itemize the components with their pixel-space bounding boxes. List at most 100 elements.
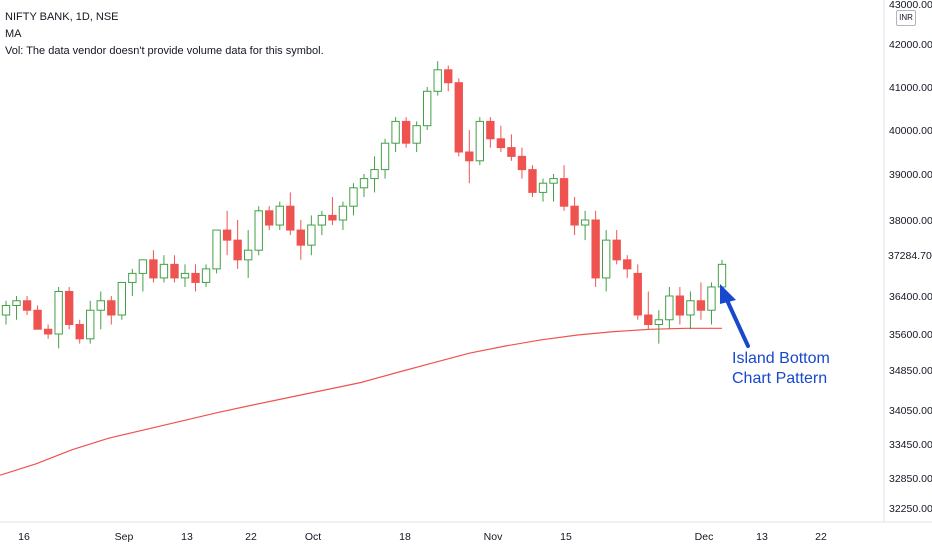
x-tick-label: Dec xyxy=(695,531,714,543)
candle-up xyxy=(275,201,284,231)
candle-body xyxy=(707,286,716,311)
candle-down xyxy=(454,78,463,157)
candle-body xyxy=(201,268,211,283)
candle-up xyxy=(654,310,664,344)
x-tick-label: 18 xyxy=(399,531,411,543)
candle-body xyxy=(212,229,221,270)
candle-up xyxy=(412,121,421,152)
candle-down xyxy=(22,296,32,315)
candle-body xyxy=(591,219,600,279)
x-tick-label: Sep xyxy=(115,531,134,543)
candle-up xyxy=(380,138,390,179)
x-tick-label: Oct xyxy=(305,531,321,543)
candle-body xyxy=(307,224,316,246)
candle-body xyxy=(12,300,21,306)
candle-down xyxy=(265,206,274,231)
candle-down xyxy=(528,165,537,197)
candle-down xyxy=(43,324,53,339)
candle-down xyxy=(222,210,232,256)
candle-up xyxy=(159,255,169,283)
candle-body xyxy=(665,295,674,321)
candle-body xyxy=(496,138,506,149)
candle-body xyxy=(412,125,421,144)
chart-legend: NIFTY BANK, 1D, NSE MA Vol: The data ven… xyxy=(5,9,324,60)
candle-body xyxy=(717,263,727,288)
candle-body xyxy=(54,290,63,335)
candle-body xyxy=(117,281,127,316)
candle-body xyxy=(380,142,390,171)
candle-down xyxy=(170,255,179,283)
legend-ma: MA xyxy=(5,28,22,40)
candle-body xyxy=(696,300,706,311)
candle-body xyxy=(675,295,685,316)
candle-body xyxy=(180,272,190,279)
candle-down xyxy=(465,130,474,184)
candle-body xyxy=(433,69,442,92)
candle-body xyxy=(444,69,453,84)
candle-body xyxy=(265,210,274,226)
candle-body xyxy=(422,90,432,127)
candle-body xyxy=(33,309,42,330)
candle-down xyxy=(612,230,621,265)
y-tick-label: 40000.00 xyxy=(889,125,932,137)
candle-up xyxy=(1,300,11,325)
y-tick-label: 34850.00 xyxy=(889,365,932,377)
y-tick-label: 42000.00 xyxy=(889,39,932,51)
candle-down xyxy=(149,250,158,283)
candle-body xyxy=(349,187,358,207)
last-price-label: 37284.70 xyxy=(886,248,932,264)
candle-up xyxy=(180,264,190,287)
x-tick-label: 15 xyxy=(560,531,572,543)
candle-body xyxy=(128,272,137,283)
candle-down xyxy=(107,296,116,325)
candle-down xyxy=(64,286,74,330)
candle-body xyxy=(475,120,485,162)
y-tick-label: 32850.00 xyxy=(889,473,932,485)
candle-body xyxy=(107,300,116,316)
candle-body xyxy=(170,263,179,279)
candle-body xyxy=(328,214,337,221)
x-tick-label: Nov xyxy=(484,531,503,543)
candle-body xyxy=(1,305,11,316)
y-tick-label: 32250.00 xyxy=(889,503,932,515)
candle-up xyxy=(243,230,253,278)
candle-body xyxy=(138,259,148,274)
candle-body xyxy=(222,229,232,241)
candle-up xyxy=(96,291,105,330)
candle-down xyxy=(496,125,506,152)
candle-body xyxy=(559,178,569,207)
candle-up xyxy=(54,286,63,349)
candle-body xyxy=(149,259,158,279)
candle-up xyxy=(580,210,590,241)
candle-up xyxy=(475,117,485,166)
candle-down xyxy=(401,117,411,148)
candle-down xyxy=(286,192,295,236)
candle-down xyxy=(444,65,453,92)
candle-down xyxy=(191,264,200,292)
candle-body xyxy=(391,120,400,144)
candle-down xyxy=(233,220,242,269)
candle-up xyxy=(12,296,21,320)
candle-down xyxy=(507,134,516,161)
candle-down xyxy=(75,319,84,344)
annotation-arrow xyxy=(720,284,750,348)
candle-body xyxy=(580,219,590,226)
candle-body xyxy=(486,120,495,140)
candle-body xyxy=(96,300,105,311)
y-tick-label: 33450.00 xyxy=(889,439,932,451)
arrow-head xyxy=(720,284,736,304)
x-tick-label: 22 xyxy=(245,531,257,543)
candle-body xyxy=(338,205,348,221)
candle-body xyxy=(22,300,32,311)
currency-badge[interactable]: INR xyxy=(896,10,916,26)
candle-body xyxy=(538,182,548,193)
candle-down xyxy=(623,255,632,278)
annotation-line1: Island Bottom xyxy=(732,350,830,367)
candle-up xyxy=(601,230,611,292)
candle-body xyxy=(359,178,369,189)
candle-up xyxy=(370,156,379,193)
candle-up xyxy=(686,291,695,330)
candle-body xyxy=(528,169,537,193)
